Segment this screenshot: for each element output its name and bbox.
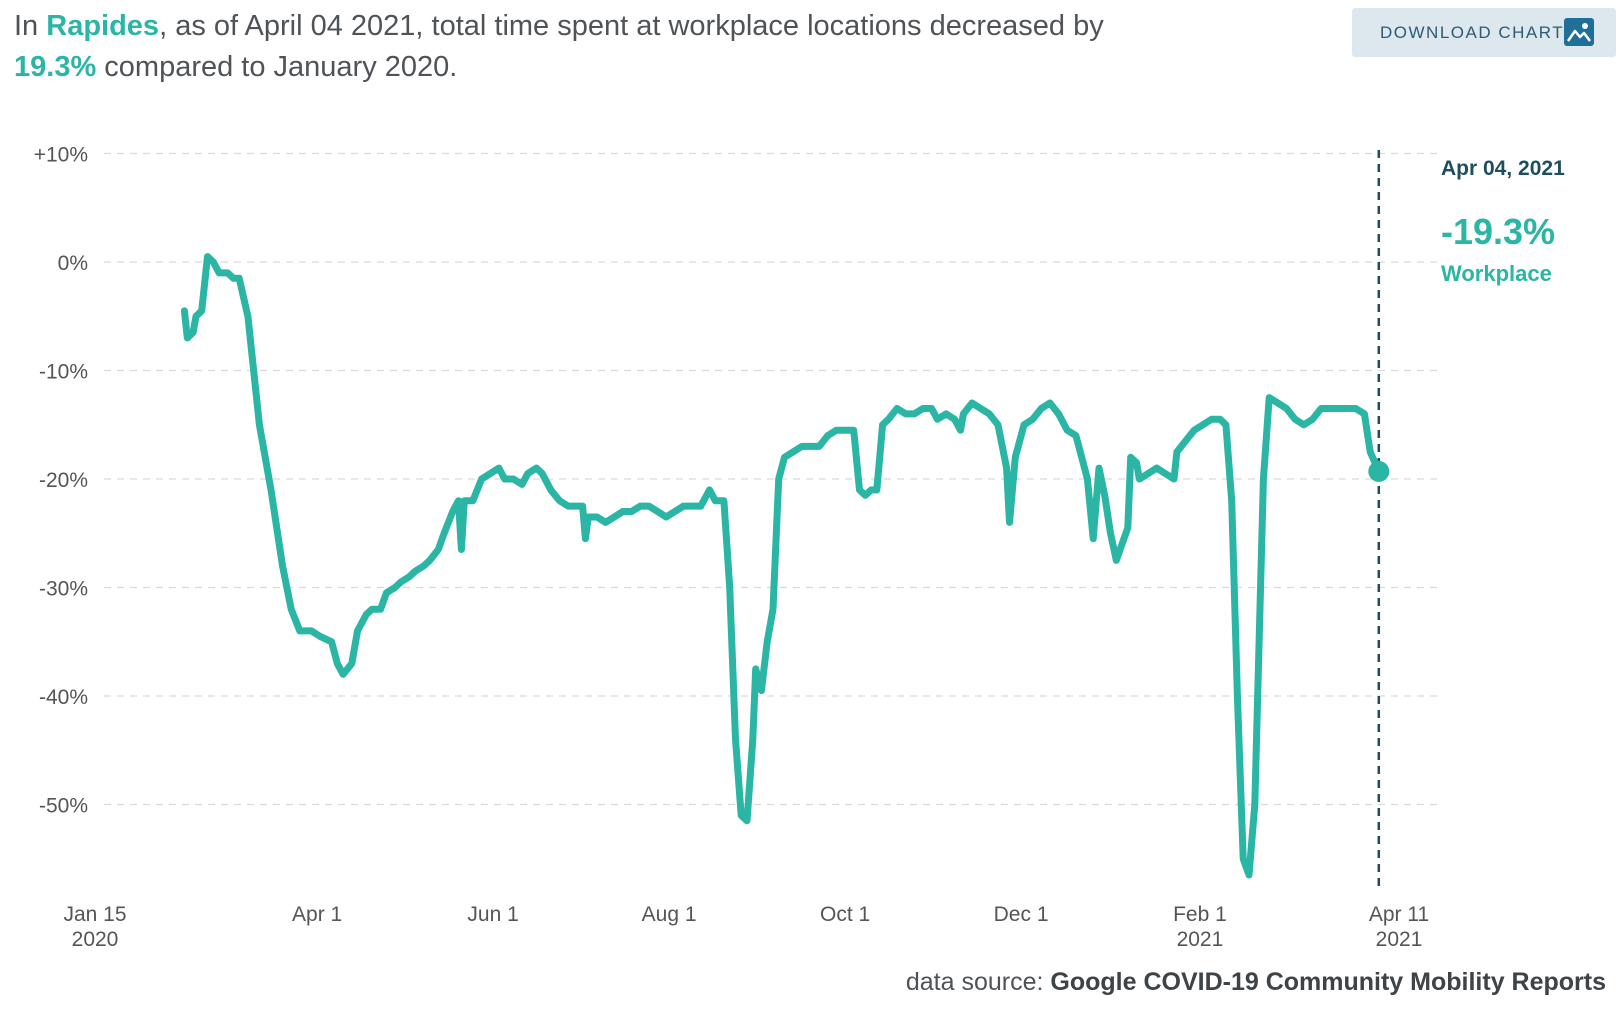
x-tick-label: Jan 15 [63, 903, 126, 926]
x-tick-label: Apr 11 [1369, 903, 1429, 926]
x-tick-label: Apr 1 [292, 903, 342, 926]
y-tick-label: -30% [39, 578, 88, 601]
x-tick-label: Oct 1 [820, 903, 870, 926]
annotation-value: -19.3% [1441, 211, 1555, 252]
annotation-date: Apr 04, 2021 [1441, 157, 1565, 180]
annotation-series-label: Workplace [1441, 261, 1552, 286]
data-source-prefix: data source: [905, 968, 1044, 996]
image-icon [1564, 18, 1594, 46]
latest-value-point [1368, 460, 1390, 482]
series-line-workplace [180, 253, 1383, 879]
x-tick-year-label: 2020 [72, 928, 119, 951]
x-tick-label: Feb 1 [1173, 903, 1227, 926]
x-tick-year-label: 2021 [1177, 928, 1224, 951]
y-tick-label: +10% [34, 144, 88, 167]
download-chart-button[interactable]: DOWNLOAD CHART [1352, 8, 1616, 57]
y-tick-label: -20% [39, 469, 88, 492]
y-tick-label: -10% [39, 361, 88, 384]
headline-location: Rapides [46, 10, 160, 42]
headline-text-2: , as of April 04 2021, total time spent … [159, 10, 1104, 42]
x-tick-label: Jun 1 [467, 903, 518, 926]
headline-text-1: In [14, 10, 47, 42]
headline-text-3: compared to January 2020. [96, 51, 458, 83]
headline: In Rapides, as of April 04 2021, total t… [14, 6, 1154, 88]
y-tick-label: -40% [39, 686, 88, 709]
y-tick-label: -50% [39, 795, 88, 818]
data-source: data source: Google COVID-19 Community M… [906, 968, 1606, 997]
x-tick-label: Dec 1 [994, 903, 1049, 926]
headline-percent: 19.3% [14, 51, 97, 83]
x-tick-label: Aug 1 [642, 903, 697, 926]
download-chart-label: DOWNLOAD CHART [1380, 22, 1565, 42]
y-tick-label: 0% [58, 252, 88, 275]
data-source-name: Google COVID-19 Community Mobility Repor… [1050, 968, 1606, 996]
x-tick-year-label: 2021 [1376, 928, 1423, 951]
